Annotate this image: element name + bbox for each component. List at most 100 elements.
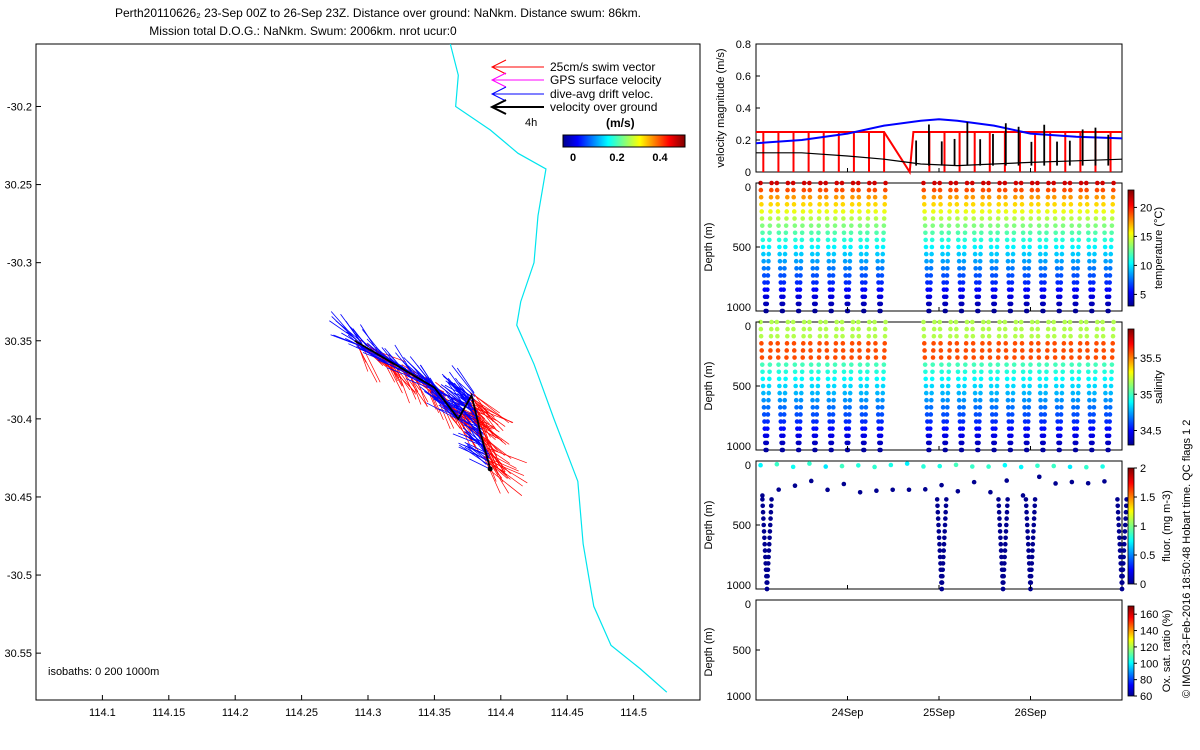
profile-dot [857,216,862,221]
profile-dot [993,287,998,292]
profile-dot [858,390,864,396]
profile-dot [875,273,881,278]
profile-dot [993,419,998,424]
profile-dot [993,266,999,271]
profile-dot [962,369,968,375]
profile-dot [881,230,886,236]
profile-dot [879,266,885,271]
profile-dot [928,266,934,271]
profile-dot [1005,251,1010,257]
profile-dot [793,251,799,257]
fluorescence-dot [825,487,830,493]
fluorescence-dot [988,489,993,495]
profile-dot [923,244,929,250]
fluorescence-dot [1116,529,1122,534]
profile-dot [847,390,853,396]
profile-dot [921,194,927,200]
profile-dot [1046,319,1051,325]
fluorescence-dot [1117,535,1122,541]
profile-dot [927,301,932,307]
profile-dot [1011,230,1017,236]
colorbar-tick-label: 140 [1140,626,1158,638]
fluorescence-dot [939,586,945,592]
profile-dot [930,355,936,360]
profile-dot [1060,362,1066,367]
profile-dot [989,397,994,403]
fluorescence-dot [1121,548,1127,553]
profile-dot [1027,230,1033,236]
profile-dot [1071,266,1076,271]
profile-dot [1028,348,1034,353]
profile-dot [961,390,967,396]
profile-dot [931,209,936,214]
profile-dot [961,397,967,403]
fluorescence-dot [1024,516,1030,521]
fluorescence-dot [943,516,948,521]
profile-dot [781,294,786,300]
profile-dot [816,209,822,214]
profile-dot [1029,194,1034,200]
profile-dot [829,301,835,307]
profile-dot [850,333,855,339]
profile-dot [1052,216,1058,221]
profile-dot [1085,209,1090,214]
profile-dot [1073,447,1079,453]
drift-vector [438,404,458,418]
profile-dot [1101,223,1107,228]
profile-dot [1043,244,1049,250]
profile-dot [995,230,1000,236]
profile-dot [1078,194,1083,200]
fluorescence-dot [904,461,910,466]
profile-dot [799,383,804,389]
profile-dot [781,426,786,431]
fluorescence-dots [758,461,1129,592]
colorbar-tick-label: 120 [1140,642,1158,654]
fluorescence-dot [934,497,940,502]
profile-dot [781,419,787,424]
profile-dot [1043,237,1049,243]
drift-vector [403,356,429,384]
profile-dot [975,447,981,453]
colorbar-tick-label: 0 [1140,579,1146,591]
velocity-axes-box [755,43,1123,173]
profile-dot [760,244,766,250]
profile-dot [841,376,847,382]
profile-dot [1021,376,1026,382]
profile-dot [946,362,952,367]
profile-dot [1055,412,1060,417]
fluorescence-dot [1100,464,1105,469]
profile-dot [1026,397,1032,403]
profile-dot [767,376,772,382]
profile-dot [799,369,805,375]
profile-dot [800,341,806,346]
fluorescence-dot [872,464,877,470]
profile-dot [1037,244,1043,250]
legend-swim-arrow-icon [490,59,544,75]
profile-dot [810,397,815,403]
profile-dot [1085,223,1091,228]
profile-dot [783,376,788,382]
profile-dot [1086,383,1092,389]
profile-dot [1107,426,1112,431]
profile-dot [1011,362,1017,367]
profile-dot [1006,412,1011,417]
profile-dot [1060,376,1065,382]
fluorescence-dot [970,464,975,469]
profile-dot [1029,333,1034,339]
profile-dot [876,419,881,424]
profile-dot [992,447,997,453]
profile-dot [956,383,961,389]
profile-dot [1108,383,1114,389]
drift-vector [426,402,454,418]
profile-dot [847,258,853,264]
profile-dot [923,237,928,243]
profile-dot [1092,390,1097,396]
fluorescence-dot [890,487,896,493]
fluorescence-dot [767,529,773,534]
profile-dot [1106,433,1112,439]
profile-dot [973,266,978,271]
profile-dot [957,419,963,424]
profile-dot [832,376,837,382]
profile-dot [1059,397,1064,403]
fluorescence-dot [767,522,773,528]
